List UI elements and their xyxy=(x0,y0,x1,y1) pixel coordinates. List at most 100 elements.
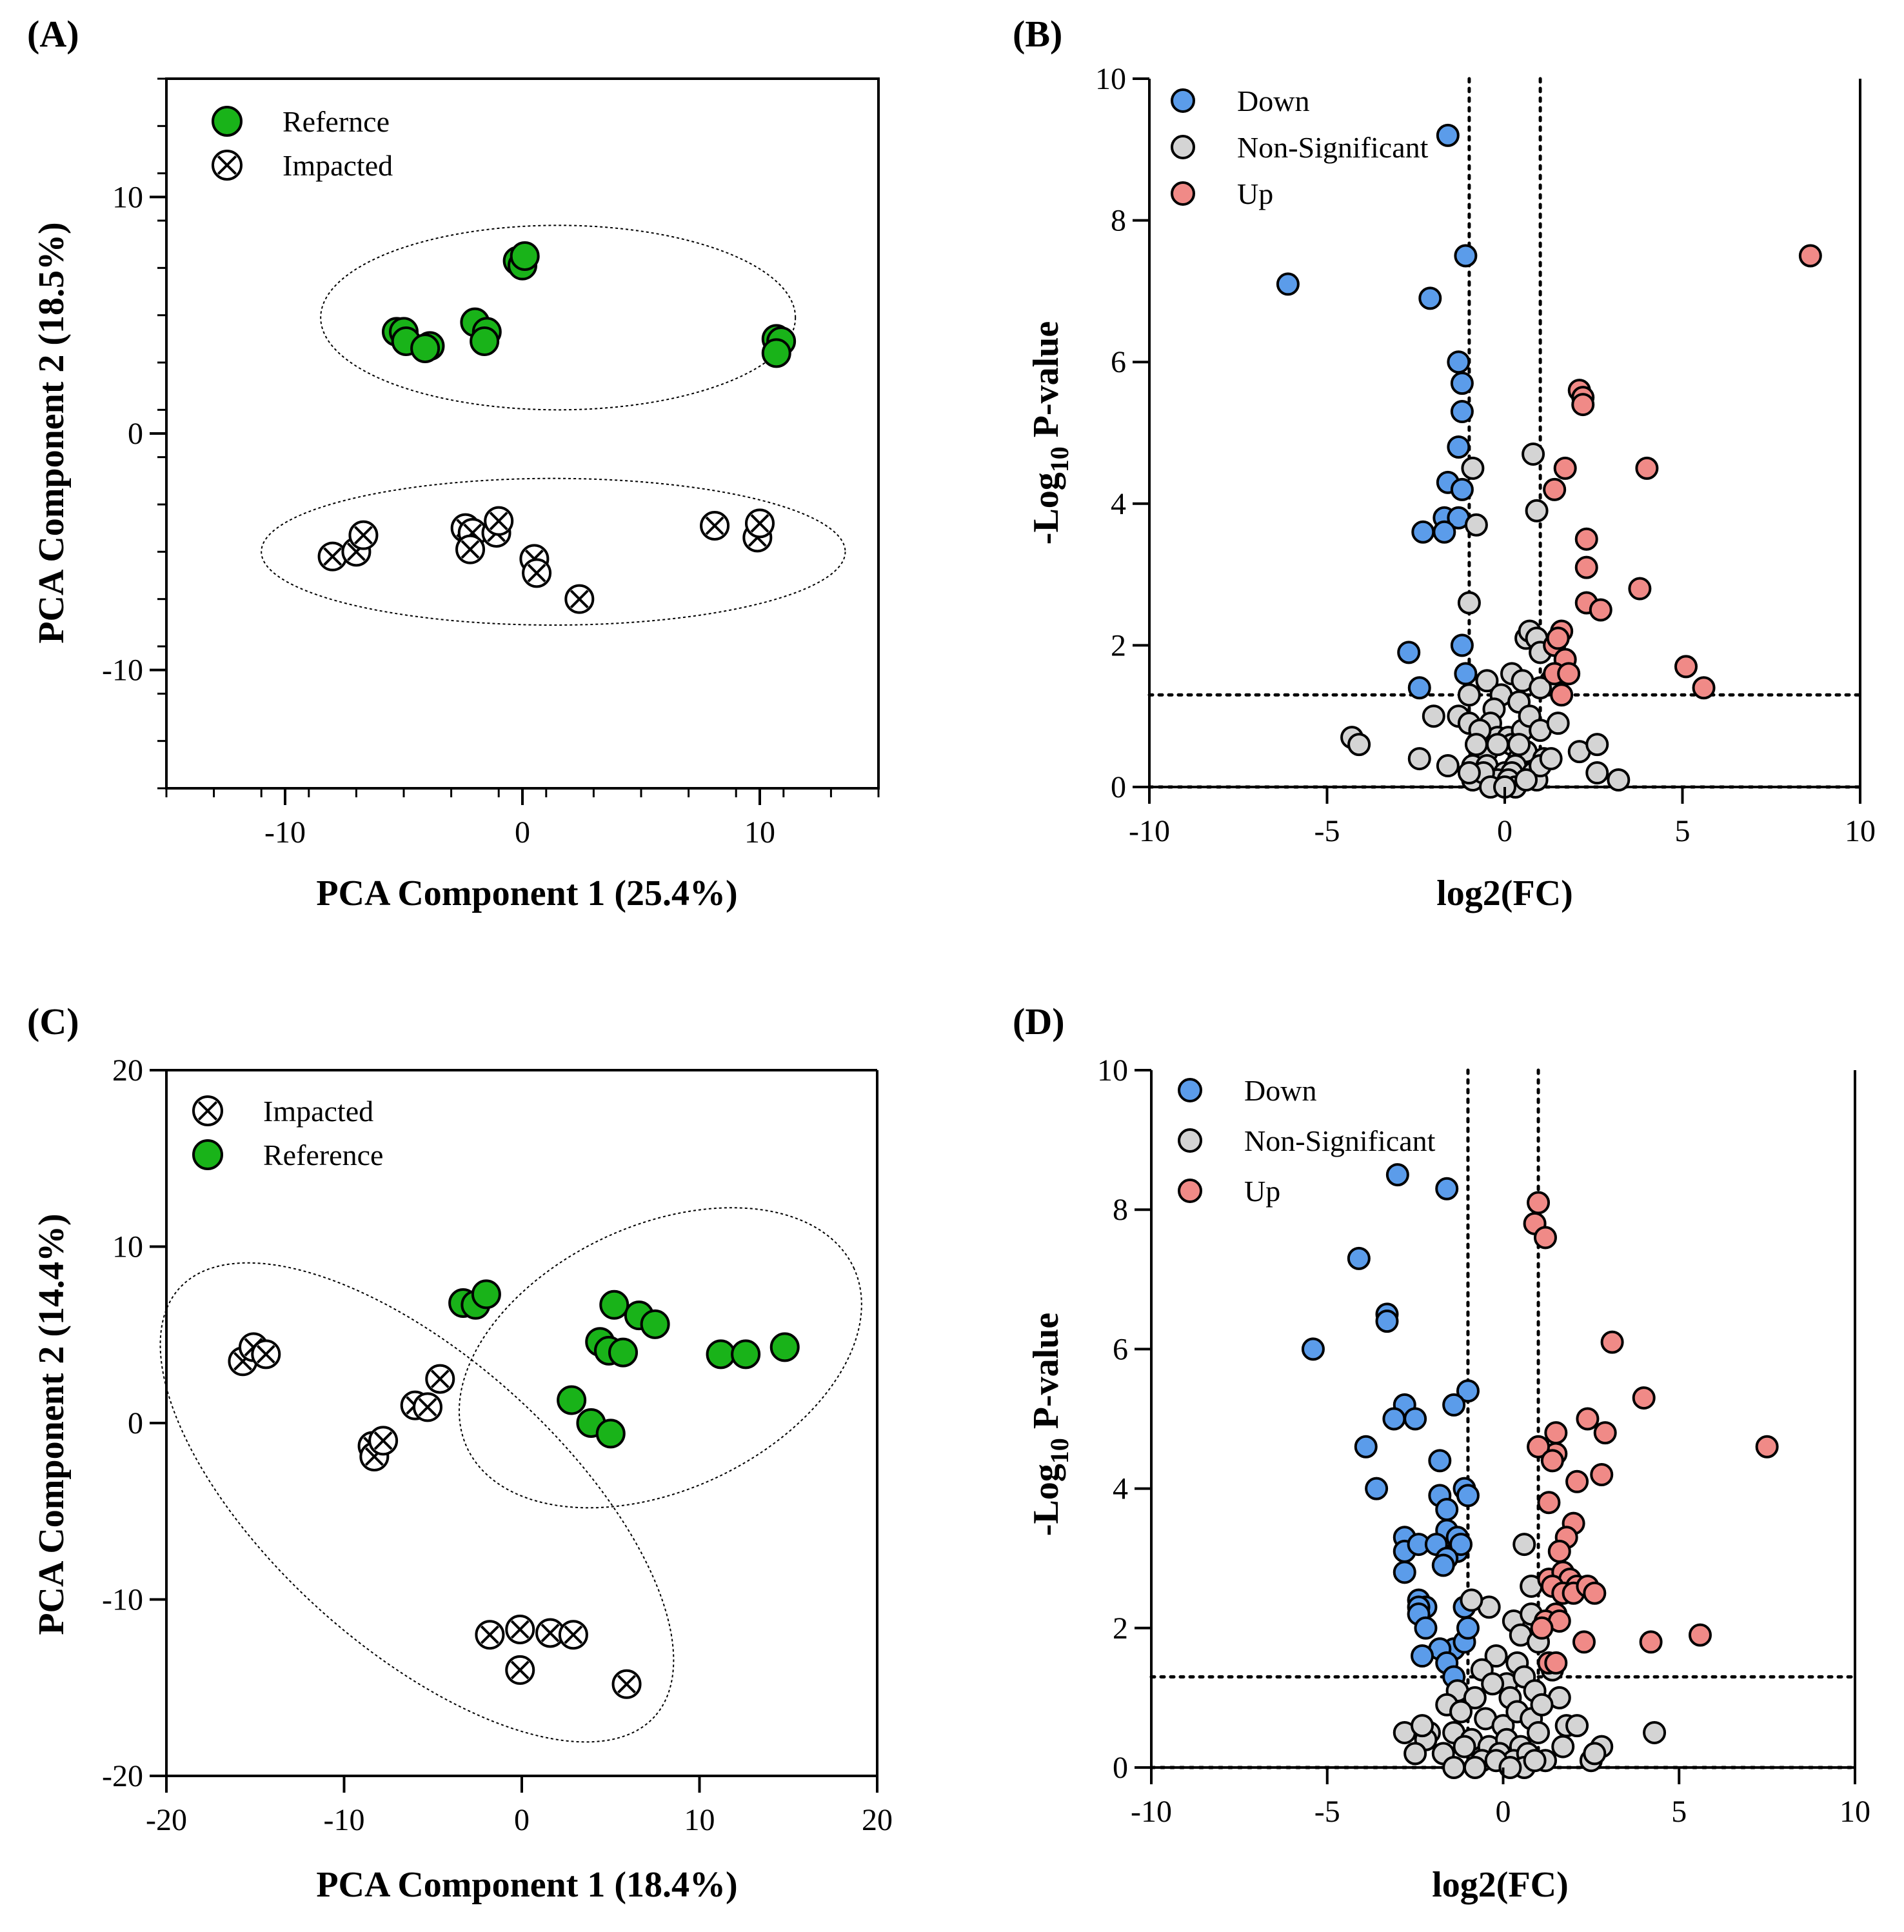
panel-d-point-down xyxy=(1301,1337,1325,1361)
panel-a-confidence-ellipse xyxy=(261,477,846,626)
panel-a-x-tick-label: 10 xyxy=(744,815,775,850)
panel-c-x-tick-label: -20 xyxy=(146,1803,187,1837)
panel-c-point-reference xyxy=(557,1385,587,1415)
panel-d-point-up xyxy=(1537,1491,1561,1515)
panel-b-point-down xyxy=(1454,244,1478,268)
panel-c-point-reference xyxy=(608,1337,639,1368)
panel-b-point-non-significant xyxy=(1457,761,1481,785)
panel-c-point-impacted xyxy=(368,1426,399,1456)
panel-d-point-non-significant xyxy=(1583,1742,1607,1766)
panel-d-point-down xyxy=(1456,1616,1480,1640)
panel-b-point-down xyxy=(1447,435,1471,459)
panel-c-point-reference xyxy=(640,1309,670,1339)
panel-d-point-non-significant xyxy=(1530,1693,1554,1717)
panel-a-confidence-ellipse xyxy=(320,224,797,411)
panel-a: (A) -10 0 10 -10 0 10 PCA Component 1 (25.4%)… xyxy=(27,13,880,913)
panel-a-y-tick-label: 10 xyxy=(112,180,143,214)
panel-b-y-tick-label: 8 xyxy=(1111,204,1126,238)
panel-c-x-tick-label: 0 xyxy=(514,1803,530,1837)
panel-d-point-non-significant xyxy=(1565,1714,1589,1738)
panel-a-point-impacted xyxy=(745,508,775,539)
panel-a-legend-marker-impacted xyxy=(212,150,243,181)
panel-d-point-up xyxy=(1576,1407,1600,1431)
panel-b-y-tick-label: 0 xyxy=(1111,770,1126,804)
panel-b-point-non-significant xyxy=(1461,456,1485,480)
panel-d-point-up xyxy=(1590,1462,1614,1486)
panel-b-point-down xyxy=(1450,633,1474,657)
panel-d-point-down xyxy=(1403,1407,1427,1431)
panel-b-x-tick-label: 5 xyxy=(1675,814,1691,848)
panel-b-x-tick-label: -5 xyxy=(1314,814,1340,848)
panel-c-point-reference xyxy=(731,1339,761,1369)
panel-c-y-tick-label: -10 xyxy=(102,1583,143,1617)
panel-a-point-impacted xyxy=(317,541,348,572)
panel-d-point-down xyxy=(1354,1435,1378,1459)
panel-d-y-axis-title: -Log10 P-value xyxy=(1026,1313,1074,1536)
panel-b-point-non-significant xyxy=(1514,768,1538,792)
panel-d-legend-label: Down xyxy=(1244,1074,1316,1107)
panel-c-legend-label: Reference xyxy=(263,1139,383,1171)
panel-b-point-non-significant xyxy=(1525,499,1549,523)
panel-d-point-down xyxy=(1449,1533,1473,1557)
panel-c-legend-marker-reference xyxy=(192,1139,223,1170)
panel-d-point-up xyxy=(1544,1651,1568,1675)
panel-c-x-axis-title: PCA Component 1 (18.4%) xyxy=(316,1865,737,1905)
panel-d-point-non-significant xyxy=(1527,1720,1551,1744)
panel-a-x-tick-label: 0 xyxy=(515,815,530,850)
panel-b-point-non-significant xyxy=(1529,676,1552,700)
panel-d-x-tick-label: -5 xyxy=(1314,1795,1340,1829)
panel-d-x-tick-label: 5 xyxy=(1671,1795,1687,1829)
panel-b-point-non-significant xyxy=(1347,733,1371,757)
panel-d-point-down xyxy=(1435,1498,1459,1522)
panel-d-point-non-significant xyxy=(1403,1742,1427,1766)
panel-b-label: (B) xyxy=(1013,13,1062,55)
panel-d-x-tick-label: 10 xyxy=(1840,1795,1870,1829)
panel-c-point-impacted xyxy=(412,1392,442,1422)
panel-b: (B) -10 -5 0 5 10 0 2 4 6 8 10 log2(FC) -Log10 P-v… xyxy=(1013,13,1876,913)
panel-d-point-down xyxy=(1414,1616,1438,1640)
panel-b-point-non-significant xyxy=(1475,669,1499,693)
panel-c: (C) -20 -10 0 10 20 -20 -10 0 10 20 PCA Component… xyxy=(27,1001,893,1905)
panel-c-point-impacted xyxy=(505,1614,535,1644)
panel-a-point-refernce xyxy=(470,326,500,356)
panel-b-legend-marker-non-significant xyxy=(1171,135,1195,159)
panel-c-point-reference xyxy=(599,1290,630,1320)
panel-d-x-tick-label: -10 xyxy=(1131,1795,1172,1829)
panel-c-x-tick-label: 20 xyxy=(862,1803,893,1837)
panel-b-point-up xyxy=(1546,626,1570,650)
panel-d-point-up xyxy=(1530,1616,1554,1640)
panel-b-point-non-significant xyxy=(1585,761,1609,785)
panel-a-point-impacted xyxy=(522,558,552,588)
panel-d-point-down xyxy=(1456,1484,1480,1508)
panel-d-point-non-significant xyxy=(1463,1756,1487,1779)
panel-c-point-impacted xyxy=(505,1655,535,1685)
panel-b-point-down xyxy=(1447,350,1471,374)
panel-d-point-non-significant xyxy=(1498,1756,1522,1779)
panel-b-point-up xyxy=(1798,244,1822,268)
panel-d-point-up xyxy=(1593,1421,1617,1445)
panel-d-point-down xyxy=(1382,1407,1406,1431)
panel-a-legend-label: Impacted xyxy=(283,149,393,182)
panel-d-point-non-significant xyxy=(1643,1720,1667,1744)
panel-b-x-tick-label: -10 xyxy=(1129,814,1170,848)
panel-d-point-down xyxy=(1385,1163,1409,1187)
panel-b-point-up xyxy=(1635,456,1659,480)
panel-d-point-down xyxy=(1431,1553,1455,1577)
panel-d-point-down xyxy=(1428,1449,1452,1473)
panel-b-point-up xyxy=(1543,477,1567,501)
panel-d: (D) -10 -5 0 5 10 0 2 4 6 8 10 log2(FC) -Log10 P-v… xyxy=(1013,1001,1870,1905)
panel-b-x-axis-title: log2(FC) xyxy=(1436,873,1573,913)
panel-b-point-up xyxy=(1628,577,1652,601)
panel-b-point-non-significant xyxy=(1607,768,1631,792)
panel-b-x-tick-label: 10 xyxy=(1845,814,1876,848)
panel-b-point-non-significant xyxy=(1546,712,1570,735)
panel-d-point-up xyxy=(1632,1386,1656,1410)
panel-d-point-non-significant xyxy=(1460,1588,1483,1612)
panel-b-point-non-significant xyxy=(1507,733,1531,757)
panel-d-legend-marker-up xyxy=(1178,1179,1202,1203)
panel-a-point-impacted xyxy=(455,534,486,564)
panel-d-point-up xyxy=(1533,1226,1557,1250)
panel-b-point-down xyxy=(1436,123,1460,147)
panel-d-point-non-significant xyxy=(1411,1714,1434,1738)
panel-c-y-tick-label: 10 xyxy=(112,1230,143,1264)
